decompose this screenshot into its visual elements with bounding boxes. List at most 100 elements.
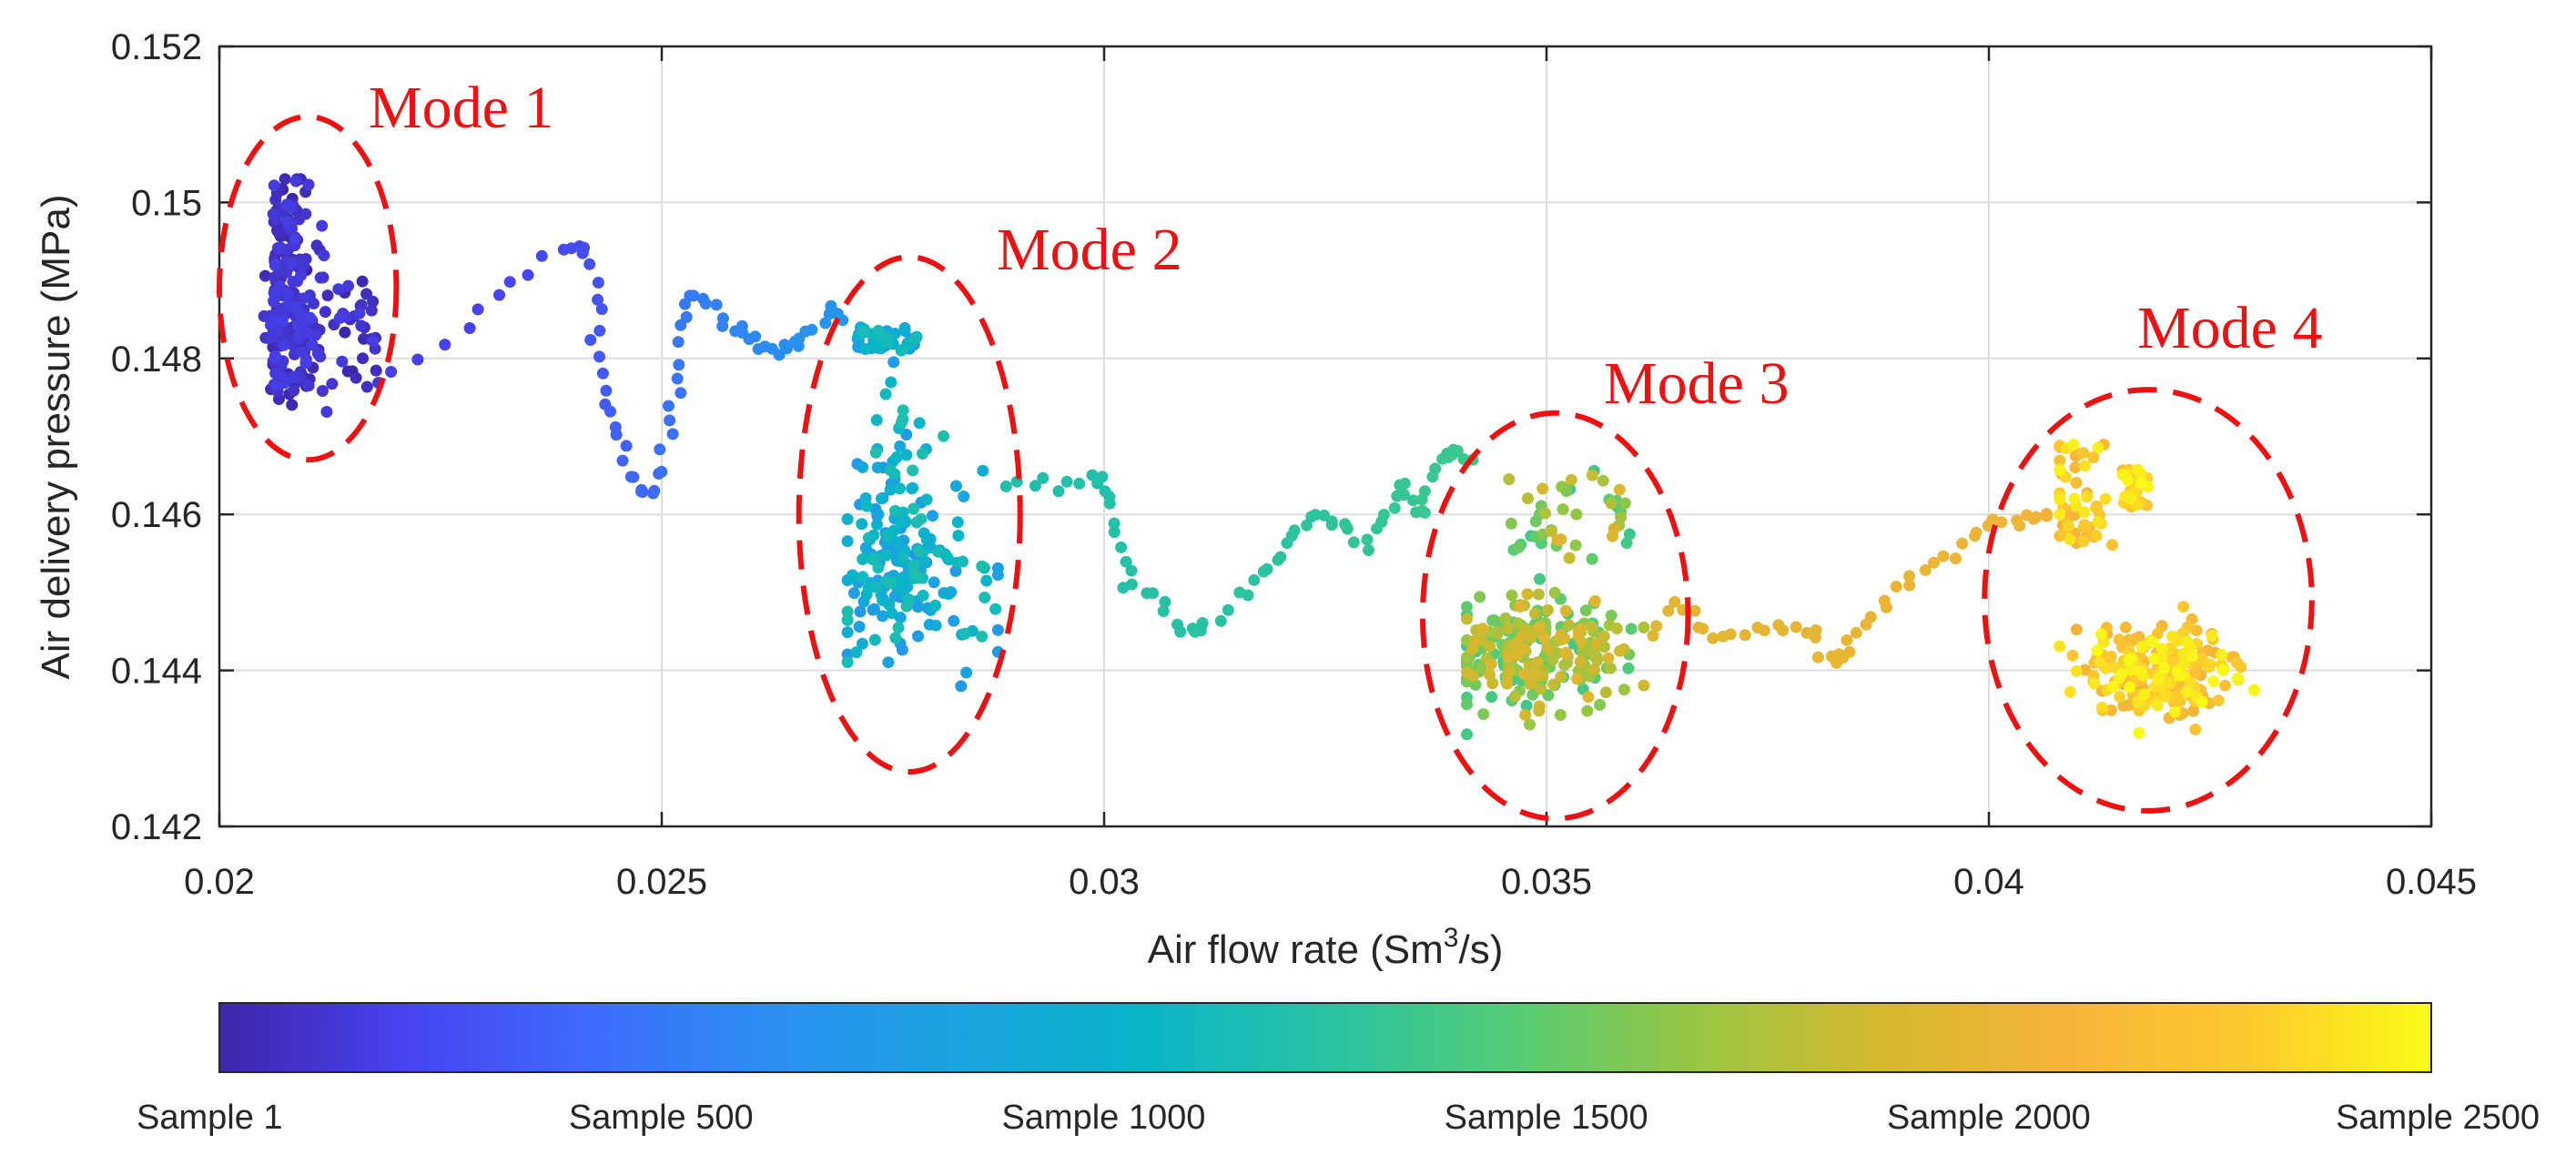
data-point [1512, 542, 1525, 553]
data-point [909, 567, 922, 580]
data-point [319, 306, 331, 319]
data-point [857, 325, 869, 338]
data-point [872, 508, 885, 521]
data-point [2132, 463, 2144, 476]
data-point [927, 510, 938, 522]
data-point [1398, 489, 1410, 501]
data-point [655, 465, 668, 478]
axis-ticks: 0.02 0.025 0.03 0.035 0.04 0.045 0.142 0.144 0.1… [111, 27, 2477, 902]
data-point [267, 208, 279, 220]
mode-ellipse [217, 114, 400, 463]
data-point [909, 332, 922, 345]
data-point [2248, 684, 2260, 696]
mode-label: Mode 1 [369, 75, 553, 141]
data-point [355, 319, 368, 332]
data-point [1461, 698, 1473, 711]
data-point [292, 319, 304, 331]
data-point [1588, 594, 1601, 607]
data-point [1461, 666, 1473, 679]
data-point [869, 446, 882, 459]
y-tick-label: 0.148 [111, 339, 202, 380]
data-point [1509, 690, 1522, 703]
data-point [1341, 522, 1354, 535]
data-point [295, 269, 307, 282]
data-point [672, 336, 685, 349]
data-point [1614, 644, 1626, 657]
data-point [1398, 477, 1411, 490]
data-point [1195, 621, 1207, 633]
data-point [1532, 588, 1545, 601]
data-point [1520, 699, 1533, 712]
data-point [883, 598, 896, 611]
data-point [2173, 669, 2186, 682]
data-point [1060, 475, 1073, 488]
data-point [1919, 563, 1932, 576]
data-point [1103, 497, 1116, 510]
data-point [2181, 685, 2194, 698]
data-point [895, 516, 908, 529]
data-point [1484, 668, 1496, 681]
data-point [1724, 628, 1737, 641]
data-point [1613, 483, 1626, 496]
data-point [1488, 614, 1501, 627]
data-point [2094, 628, 2107, 641]
data-point [308, 298, 319, 309]
data-point [1214, 614, 1227, 627]
data-point [1516, 630, 1528, 643]
data-point [1502, 651, 1515, 664]
data-point [2104, 704, 2117, 716]
data-point [876, 492, 887, 505]
data-point [269, 194, 282, 207]
data-point [1108, 526, 1121, 539]
data-point [1777, 624, 1790, 636]
data-point [1560, 646, 1573, 659]
data-point [871, 461, 884, 474]
data-point [687, 289, 700, 302]
colorbar-label: Sample 500 [569, 1099, 754, 1137]
data-point [2054, 463, 2066, 476]
data-point [898, 321, 911, 334]
data-point [1538, 632, 1551, 644]
data-point [353, 307, 366, 319]
data-point [847, 587, 860, 600]
colorbar-label: Sample 1000 [1001, 1099, 1205, 1137]
data-point [367, 335, 380, 348]
data-point [1597, 474, 1609, 487]
plot-frame [218, 45, 2433, 828]
mode-label: Mode 2 [997, 217, 1182, 283]
data-point [885, 576, 898, 589]
data-point [493, 289, 505, 301]
data-point [1647, 630, 1659, 642]
data-point [2230, 656, 2243, 669]
data-point [887, 356, 900, 369]
data-point [385, 366, 398, 378]
data-point [1418, 506, 1431, 519]
data-point [1485, 658, 1497, 670]
plot-area [219, 46, 2431, 826]
data-point [1543, 643, 1556, 655]
data-point [281, 215, 294, 228]
data-point [2077, 447, 2090, 460]
data-point [881, 530, 894, 542]
data-point [278, 339, 290, 351]
data-point [2196, 695, 2208, 708]
y-tick-label: 0.146 [111, 495, 202, 535]
data-point [2040, 508, 2053, 521]
data-point [871, 518, 883, 531]
data-point [841, 656, 854, 668]
data-point [2081, 491, 2094, 503]
data-point [1147, 587, 1159, 600]
data-point [1586, 469, 1598, 481]
data-point [268, 179, 280, 192]
data-point [583, 258, 596, 270]
data-point [592, 277, 604, 289]
data-point [276, 306, 289, 319]
data-point [1572, 630, 1585, 643]
data-point [2219, 679, 2231, 692]
data-point [1607, 530, 1618, 542]
y-axis-label: Air delivery pressure (MPa) [34, 194, 78, 679]
data-point [716, 319, 729, 332]
data-point [269, 367, 282, 380]
data-point [2099, 492, 2112, 505]
data-point [991, 623, 1004, 636]
